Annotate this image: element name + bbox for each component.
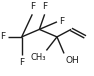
Text: F: F [42,2,47,11]
Text: F: F [30,2,35,11]
Text: OH: OH [66,56,80,65]
Text: CH₃: CH₃ [31,53,46,62]
Text: F: F [0,32,5,41]
Text: F: F [60,17,65,26]
Text: F: F [19,58,24,67]
